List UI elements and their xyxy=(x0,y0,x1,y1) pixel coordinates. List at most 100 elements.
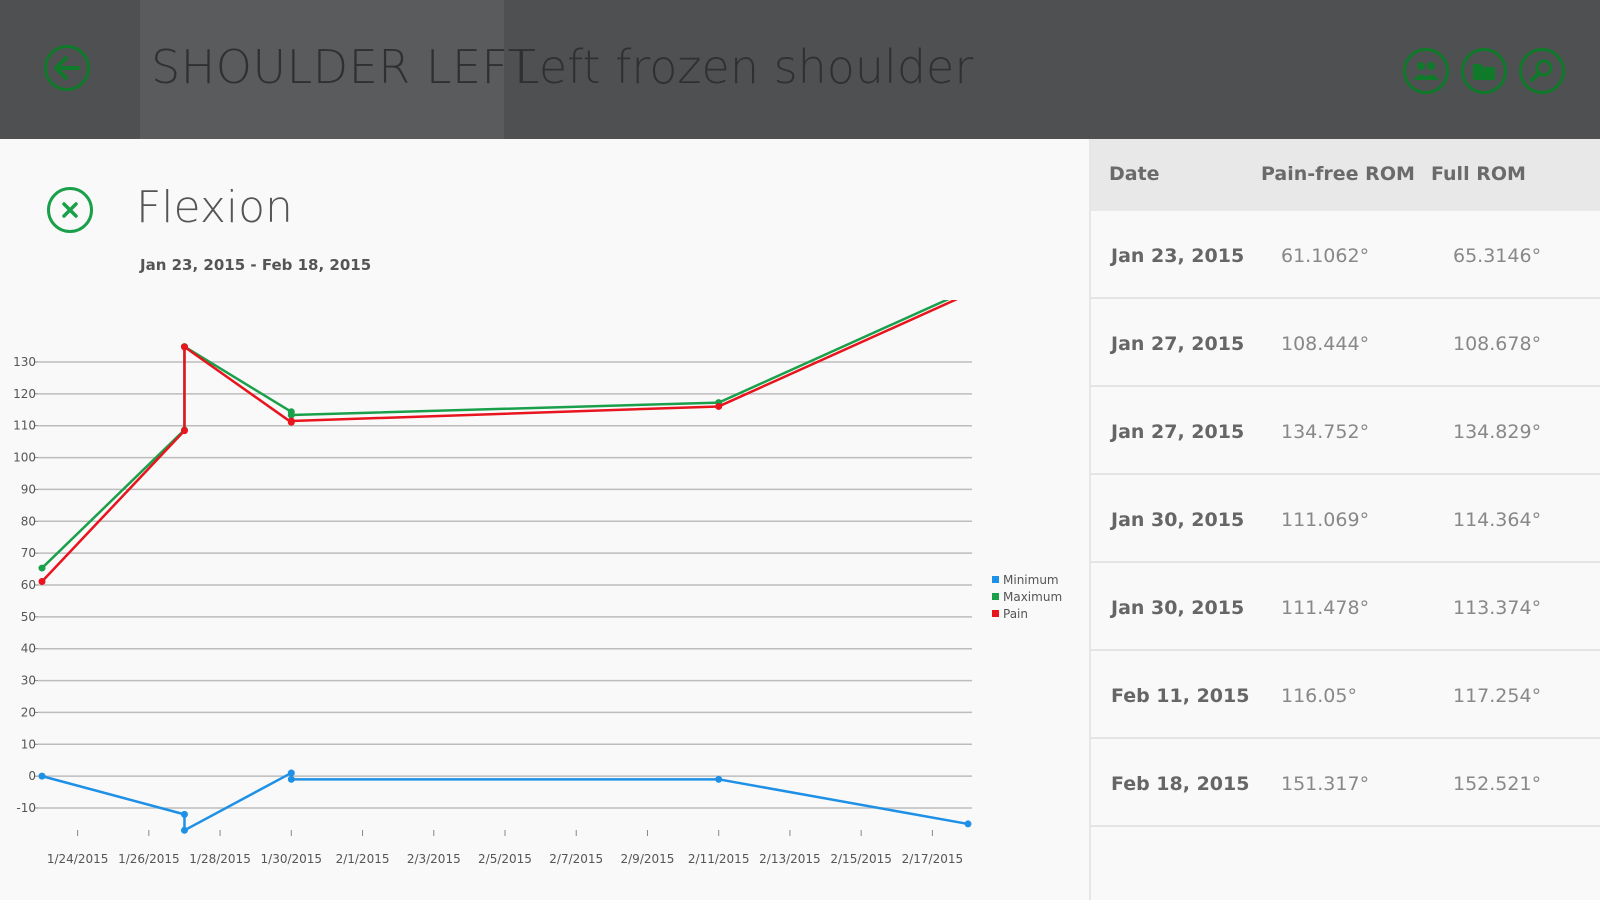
y-tick-label: 110 xyxy=(13,419,36,433)
y-tick-label: 120 xyxy=(13,387,36,401)
close-icon xyxy=(62,202,78,218)
full-rom-cell: 152.521° xyxy=(1453,773,1542,795)
body-part-highlight xyxy=(140,0,504,139)
full-rom-cell: 113.374° xyxy=(1453,597,1542,619)
x-tick-label: 1/28/2015 xyxy=(189,852,251,866)
date-cell: Feb 18, 2015 xyxy=(1111,773,1250,795)
date-cell: Jan 30, 2015 xyxy=(1111,509,1245,531)
x-tick-label: 1/24/2015 xyxy=(47,852,109,866)
data-point-minimum xyxy=(287,769,295,777)
table-row[interactable]: Jan 23, 2015 61.1062° 65.3146° xyxy=(1091,213,1600,299)
data-point-minimum xyxy=(180,826,188,834)
table-row[interactable]: Jan 30, 2015 111.069° 114.364° xyxy=(1091,477,1600,563)
table-header: Date Pain-free ROM Full ROM xyxy=(1091,139,1600,211)
legend-swatch-minimum xyxy=(992,576,999,583)
x-tick-label: 2/7/2015 xyxy=(549,852,603,866)
exercise-title: Flexion xyxy=(136,182,293,233)
table-row[interactable]: Jan 30, 2015 111.478° 113.374° xyxy=(1091,565,1600,651)
search-button[interactable] xyxy=(1519,48,1565,94)
data-point-minimum xyxy=(38,772,46,780)
rom-table: Date Pain-free ROM Full ROM Jan 23, 2015… xyxy=(1089,139,1600,900)
date-cell: Jan 27, 2015 xyxy=(1111,421,1245,443)
data-point-pain xyxy=(38,577,46,585)
data-point-pain xyxy=(715,402,723,410)
pain-free-rom-cell: 134.752° xyxy=(1281,421,1370,443)
data-point-pain xyxy=(287,417,295,425)
x-tick-label: 2/17/2015 xyxy=(902,852,964,866)
pain-free-rom-cell: 151.317° xyxy=(1281,773,1370,795)
data-point-minimum xyxy=(964,820,972,828)
data-point-pain xyxy=(180,343,188,351)
data-point-minimum xyxy=(287,775,295,783)
back-arrow-icon xyxy=(54,56,80,80)
series-line-minimum xyxy=(41,771,969,832)
full-rom-cell: 134.829° xyxy=(1453,421,1542,443)
column-header-full-rom[interactable]: Full ROM xyxy=(1431,163,1526,185)
date-cell: Jan 27, 2015 xyxy=(1111,333,1245,355)
legend-label-pain: Pain xyxy=(1003,607,1028,621)
date-cell: Jan 30, 2015 xyxy=(1111,597,1245,619)
search-icon xyxy=(1530,59,1553,82)
x-tick-label: 2/5/2015 xyxy=(478,852,532,866)
x-tick-label: 1/30/2015 xyxy=(261,852,323,866)
y-tick-label: 70 xyxy=(21,546,36,560)
legend-swatch-maximum xyxy=(992,593,999,600)
date-range: Jan 23, 2015 - Feb 18, 2015 xyxy=(140,256,372,274)
people-icon xyxy=(1413,62,1439,80)
pain-free-rom-cell: 111.478° xyxy=(1281,597,1370,619)
column-header-pain-free-rom[interactable]: Pain-free ROM xyxy=(1261,163,1415,185)
table-row[interactable]: Feb 11, 2015 116.05° 117.254° xyxy=(1091,653,1600,739)
data-point-maximum xyxy=(38,564,46,572)
y-tick-label: 130 xyxy=(13,355,36,369)
close-button[interactable] xyxy=(47,187,93,233)
folder-button[interactable] xyxy=(1461,48,1507,94)
table-row[interactable]: Jan 27, 2015 134.752° 134.829° xyxy=(1091,389,1600,475)
y-tick-label: 50 xyxy=(21,610,36,624)
full-rom-cell: 108.678° xyxy=(1453,333,1542,355)
rom-line-chart: 1301201101009080706050403020100-101/24/2… xyxy=(13,300,1062,866)
date-cell: Feb 11, 2015 xyxy=(1111,685,1250,707)
x-tick-label: 2/11/2015 xyxy=(688,852,750,866)
column-header-date[interactable]: Date xyxy=(1109,163,1160,185)
pain-free-rom-cell: 108.444° xyxy=(1281,333,1370,355)
patients-button[interactable] xyxy=(1403,48,1449,94)
full-rom-cell: 117.254° xyxy=(1453,685,1542,707)
pain-free-rom-cell: 116.05° xyxy=(1281,685,1357,707)
y-tick-label: 100 xyxy=(13,451,36,465)
y-tick-label: 80 xyxy=(21,514,36,528)
data-point-pain xyxy=(180,427,188,435)
y-tick-label: -10 xyxy=(16,801,36,815)
date-cell: Jan 23, 2015 xyxy=(1111,245,1245,267)
x-tick-label: 2/13/2015 xyxy=(759,852,821,866)
y-tick-label: 40 xyxy=(21,642,36,656)
legend-label-minimum: Minimum xyxy=(1003,573,1059,587)
y-tick-label: 20 xyxy=(21,705,36,719)
y-tick-label: 30 xyxy=(21,674,36,688)
full-rom-cell: 65.3146° xyxy=(1453,245,1542,267)
x-tick-label: 2/3/2015 xyxy=(407,852,461,866)
x-tick-label: 2/1/2015 xyxy=(336,852,390,866)
series-line-pain xyxy=(41,300,958,583)
x-tick-label: 2/15/2015 xyxy=(830,852,892,866)
data-point-maximum xyxy=(287,411,295,419)
x-tick-label: 1/26/2015 xyxy=(118,852,180,866)
table-row[interactable]: Jan 27, 2015 108.444° 108.678° xyxy=(1091,301,1600,387)
data-point-minimum xyxy=(180,810,188,818)
body-part-title[interactable]: SHOULDER LEFT xyxy=(151,40,537,94)
data-point-minimum xyxy=(715,775,723,783)
y-tick-label: 60 xyxy=(21,578,36,592)
legend-swatch-pain xyxy=(992,610,999,617)
pain-free-rom-cell: 111.069° xyxy=(1281,509,1370,531)
folder-icon xyxy=(1473,64,1495,80)
y-tick-label: 90 xyxy=(21,482,36,496)
app-header: SHOULDER LEFT Left frozen shoulder xyxy=(0,0,1600,139)
y-tick-label: 0 xyxy=(28,769,36,783)
y-tick-label: 10 xyxy=(21,737,36,751)
back-button[interactable] xyxy=(44,45,90,91)
legend-label-maximum: Maximum xyxy=(1003,590,1062,604)
table-row[interactable]: Feb 18, 2015 151.317° 152.521° xyxy=(1091,741,1600,827)
x-tick-label: 2/9/2015 xyxy=(621,852,675,866)
pain-free-rom-cell: 61.1062° xyxy=(1281,245,1370,267)
condition-title: Left frozen shoulder xyxy=(514,40,974,94)
full-rom-cell: 114.364° xyxy=(1453,509,1542,531)
